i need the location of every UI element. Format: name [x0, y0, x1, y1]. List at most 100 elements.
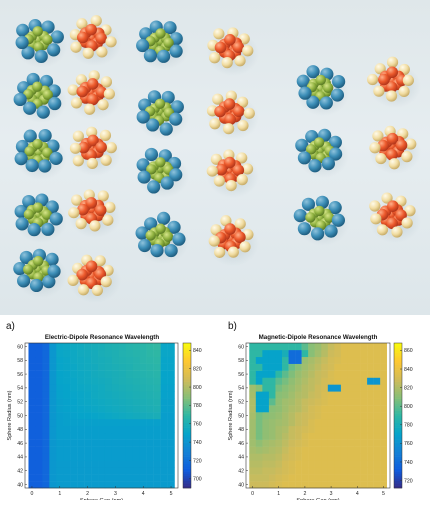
heatmap-cell: [118, 418, 127, 427]
heatmap-cell: [268, 370, 276, 378]
heatmap-cell: [334, 418, 342, 427]
heatmap-cell: [111, 391, 120, 399]
heatmap-cell: [360, 460, 368, 468]
heatmap-cell: [49, 425, 57, 434]
heatmap-cell: [268, 453, 276, 461]
heatmap-cell: [91, 377, 99, 385]
heatmap-cell: [28, 343, 36, 351]
heatmap-cell: [360, 418, 368, 427]
heatmap-cell: [125, 446, 134, 454]
heatmap-cell: [282, 474, 289, 482]
heatmap-cell: [380, 356, 387, 364]
heatmap-cell: [28, 370, 36, 378]
heatmap-cell: [301, 446, 309, 454]
x-tick-label: 4: [142, 491, 145, 497]
colorbar-segment: [394, 427, 402, 431]
colorbar-segment: [394, 437, 402, 440]
heatmap-cell: [77, 474, 85, 482]
heatmap-cell: [104, 474, 113, 482]
colorbar-segment: [394, 471, 402, 474]
heatmap-cell: [340, 343, 348, 351]
heatmap-cell: [295, 474, 302, 482]
heatmap-cell: [70, 349, 78, 358]
heatmap-cell: [327, 432, 335, 440]
colorbar: 720 740 760 780 800 820 840 860: [393, 342, 413, 489]
heatmap-cell: [42, 481, 50, 489]
colorbar-tick-label: 820: [193, 366, 202, 372]
colorbar-segment: [183, 468, 191, 472]
heatmap-cell: [301, 363, 309, 371]
heatmap-cell: [268, 467, 276, 475]
heatmap-cell: [301, 425, 309, 434]
colorbar-segment: [183, 485, 191, 489]
heatmap-cell: [275, 343, 283, 351]
heatmap-cell: [249, 391, 257, 399]
heatmap-cell: [340, 481, 348, 489]
heatmap-cell: [153, 405, 161, 413]
colorbar-segment: [394, 456, 402, 460]
heatmap-cell: [42, 391, 50, 399]
colorbar-segment: [394, 463, 402, 467]
colorbar-segment: [394, 357, 402, 361]
heatmap-cell: [42, 398, 50, 406]
heatmap-cell: [146, 343, 154, 351]
heatmap-cell: [84, 460, 92, 468]
y-tick-label: 50: [17, 413, 23, 419]
heatmap-cell: [373, 474, 381, 482]
heatmap-cell: [77, 384, 85, 392]
heatmap-cell: [98, 425, 106, 434]
heatmap-cell: [321, 432, 329, 440]
y-tick-label: 40: [17, 482, 23, 488]
heatmap-cell: [132, 391, 140, 399]
heatmap-cell: [70, 356, 78, 364]
colorbar-segment: [394, 347, 402, 351]
heatmap-cell: [347, 405, 355, 413]
y-tick-label: 56: [17, 372, 23, 378]
heatmap-cell: [380, 349, 387, 358]
heatmap-cell: [340, 432, 348, 440]
heatmap-cell: [288, 343, 296, 351]
heatmap-cell: [367, 446, 374, 454]
heatmap-cell: [321, 363, 329, 371]
heatmap-cell: [262, 432, 270, 440]
heatmap-cell: [160, 384, 168, 392]
heatmap-cell: [118, 384, 127, 392]
blue-green-cluster: [293, 195, 349, 246]
heatmap-cell: [301, 398, 309, 406]
heatmap-cell: [327, 418, 335, 427]
heatmap-cell: [153, 460, 161, 468]
heatmap-cell: [35, 391, 43, 399]
heatmap-cell: [380, 481, 387, 489]
heatmap-cell: [268, 384, 276, 392]
heatmap-cell: [288, 391, 296, 399]
heatmap-cell: [347, 474, 355, 482]
heatmap-cell: [28, 412, 36, 420]
heatmap-cell: [49, 481, 57, 489]
heatmap-cell: [249, 481, 257, 489]
heatmap-cell: [255, 418, 263, 427]
heatmap-cell: [249, 356, 257, 364]
heatmap-cell: [70, 425, 78, 434]
heatmap-cell: [35, 474, 43, 482]
colorbar-segment: [394, 468, 402, 472]
heatmap-cell: [334, 370, 342, 378]
heatmap-cell: [268, 425, 276, 434]
orange-cream-cluster: [69, 126, 121, 176]
heatmap-cell: [340, 453, 348, 461]
heatmap-cell: [28, 391, 36, 399]
heatmap-cell: [288, 377, 296, 385]
heatmap-cell: [288, 481, 296, 489]
heatmap-cell: [373, 349, 381, 358]
heatmap-cell: [160, 343, 168, 351]
heatmap-cell: [167, 453, 175, 461]
heatmap-cell: [167, 384, 175, 392]
colorbar-segment: [394, 449, 402, 453]
heatmap-cell: [28, 418, 36, 427]
heatmap-cell: [139, 418, 147, 427]
heatmap-cell: [167, 439, 175, 447]
heatmap-cell: [111, 446, 120, 454]
heatmap-cell: [139, 405, 147, 413]
heatmap-panel-magnetic: b) Magnetic-Dipole Resonance Wavelength 0 1…: [228, 321, 413, 504]
heatmap-cell: [146, 418, 154, 427]
heatmap-cell: [84, 391, 92, 399]
